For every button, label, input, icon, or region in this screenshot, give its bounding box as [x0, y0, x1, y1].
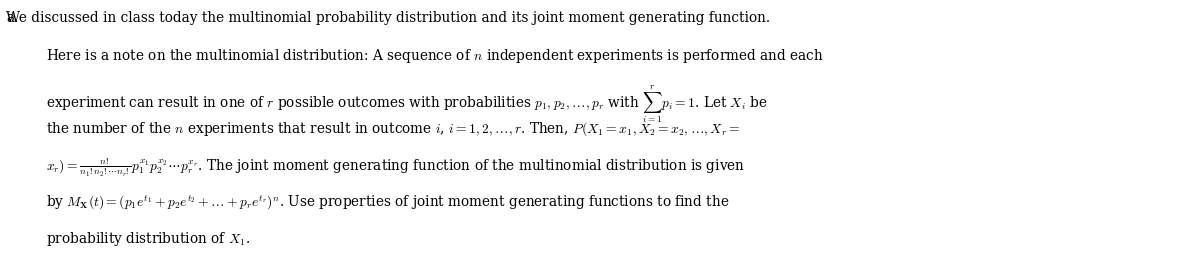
Text: probability distribution of $X_1$.: probability distribution of $X_1$.: [46, 230, 250, 248]
Text: experiment can result in one of $r$ possible outcomes with probabilities $p_1, p: experiment can result in one of $r$ poss…: [46, 84, 767, 125]
Text: by $M_\mathbf{X}(t) = (p_1e^{t_1} + p_2e^{t_2} + \ldots + p_re^{t_r})^n$. Use pr: by $M_\mathbf{X}(t) = (p_1e^{t_1} + p_2e…: [46, 193, 728, 212]
Text: Here is a note on the multinomial distribution: A sequence of $n$ independent ex: Here is a note on the multinomial distri…: [46, 47, 823, 65]
Text: the number of the $n$ experiments that result in outcome $i$, $i = 1, 2, \ldots,: the number of the $n$ experiments that r…: [46, 120, 740, 138]
Text: $x_r) = \frac{n!}{n_1!n_2!\cdots n_r!}p_1^{x_1}p_2^{x_2} \cdots p_r^{x_r}$. The : $x_r) = \frac{n!}{n_1!n_2!\cdots n_r!}p_…: [46, 157, 745, 179]
Text: We discussed in class today the multinomial probability distribution and its joi: We discussed in class today the multinom…: [6, 11, 770, 25]
Text: a.: a.: [6, 11, 18, 25]
